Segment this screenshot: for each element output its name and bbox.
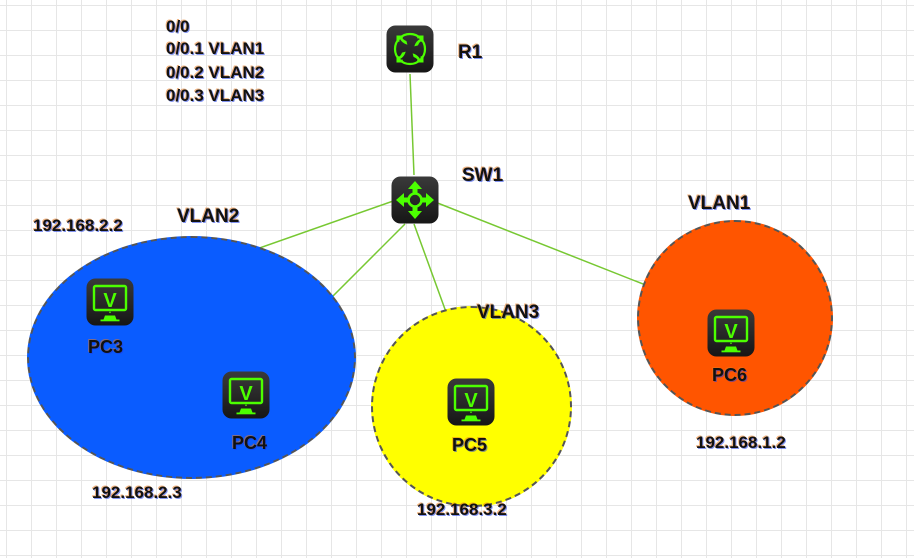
svg-text:V: V (724, 321, 738, 343)
svg-text:V: V (103, 290, 117, 312)
svg-text:V: V (464, 390, 478, 412)
svg-text:V: V (239, 383, 253, 405)
